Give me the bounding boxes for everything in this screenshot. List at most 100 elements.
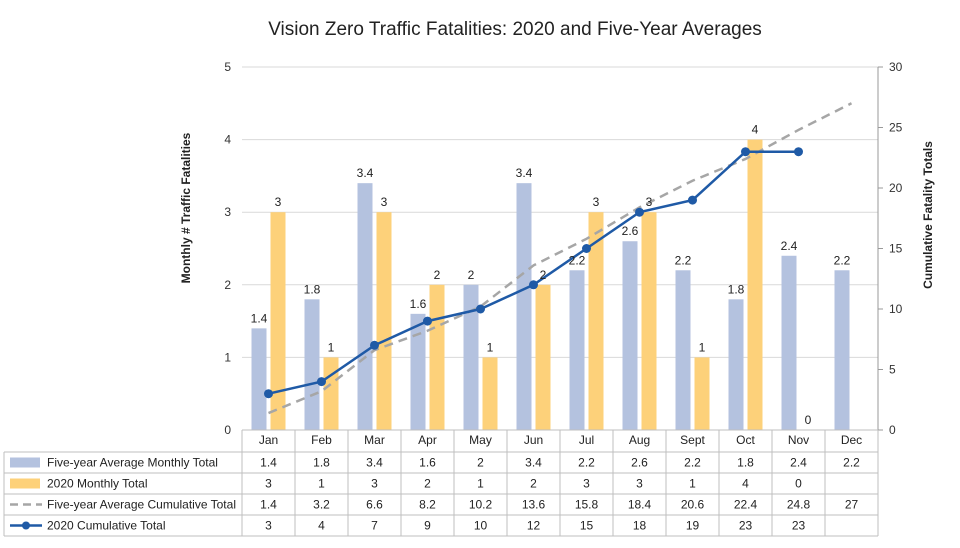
bar	[304, 299, 320, 430]
table-cell: 24.8	[787, 498, 811, 512]
table-cell: 1.8	[737, 456, 754, 470]
table-cell: 18.4	[628, 498, 652, 512]
bar	[781, 255, 797, 430]
table-cell: 3.4	[366, 456, 383, 470]
table-cell: 20.6	[681, 498, 705, 512]
y-tick-label: 5	[224, 60, 231, 74]
chart-title: Vision Zero Traffic Fatalities: 2020 and…	[268, 19, 762, 40]
x-tick-label: Apr	[418, 433, 437, 447]
y2-tick-label: 5	[889, 363, 896, 377]
table-cell: 2	[477, 456, 484, 470]
table-cell: 9	[424, 519, 431, 533]
bar	[641, 212, 657, 430]
x-tick-label: Mar	[364, 433, 385, 447]
legend-label: 2020 Monthly Total	[47, 477, 148, 491]
series-marker	[582, 244, 591, 253]
bar	[622, 241, 638, 430]
bar-data-label: 2	[434, 268, 441, 282]
bar-data-label: 1.6	[410, 297, 427, 311]
legend-swatch-marker	[22, 521, 30, 530]
y2-axis-label: Cumulative Fatality Totals	[921, 141, 935, 289]
table-cell: 1.4	[260, 498, 277, 512]
table-cell: 8.2	[419, 498, 436, 512]
bar	[728, 299, 744, 430]
table-cell: 13.6	[522, 498, 546, 512]
table-cell: 2.2	[684, 456, 701, 470]
bar	[357, 183, 373, 430]
y2-tick-label: 10	[889, 302, 903, 316]
table-cell: 3	[371, 477, 378, 491]
bar	[429, 284, 445, 430]
bar-data-label: 2.2	[675, 253, 692, 267]
bar	[376, 212, 392, 430]
table-cell: 3	[265, 477, 272, 491]
bars	[251, 139, 850, 430]
x-tick-label: Oct	[736, 433, 755, 447]
bar-data-label: 0	[805, 413, 812, 427]
y2-tick-label: 20	[889, 181, 903, 195]
x-tick-label: Aug	[629, 433, 650, 447]
table-cell: 19	[686, 519, 700, 533]
bar	[675, 270, 691, 430]
table-cell: 1	[689, 477, 696, 491]
series-marker	[370, 340, 379, 350]
bar-data-label: 2.6	[622, 224, 639, 238]
x-tick-label: Dec	[841, 433, 862, 447]
table-cell: 2	[424, 477, 431, 491]
table-cell: 1.6	[419, 456, 436, 470]
bar	[569, 270, 585, 430]
table-cell: 3	[636, 477, 643, 491]
bar-data-label: 4	[752, 123, 759, 137]
y-tick-label: 0	[224, 423, 231, 437]
bar-data-label: 3.4	[516, 166, 533, 180]
bar	[251, 328, 267, 430]
x-tick-label: Jul	[579, 433, 594, 447]
x-tick-label: Feb	[311, 433, 332, 447]
legend-label: Five-year Average Monthly Total	[47, 456, 218, 470]
y-tick-label: 3	[224, 205, 231, 219]
bar-data-label: 2	[540, 268, 547, 282]
y2-tick-label: 30	[889, 60, 903, 74]
series-line	[268, 102, 853, 415]
series-marker	[529, 280, 538, 290]
bar	[834, 270, 850, 430]
series-marker	[794, 147, 803, 157]
data-table: Jan Feb Mar Apr May Jun Jul Aug Sept Oct Nov Dec Fiv…	[3, 430, 879, 537]
y2-tick-label: 0	[889, 423, 896, 437]
table-cell: 2	[530, 477, 537, 491]
y2-tick-label: 25	[889, 121, 903, 135]
bar	[463, 284, 479, 430]
bar-data-label: 2	[468, 268, 475, 282]
bar-data-label: 1	[699, 340, 706, 354]
bar	[694, 357, 710, 430]
series-marker	[264, 389, 273, 399]
bar-data-label: 3.4	[357, 166, 374, 180]
bar	[535, 284, 551, 430]
y2-tick-label: 15	[889, 242, 903, 256]
series-marker	[423, 316, 432, 326]
bar-data-label: 1	[487, 340, 494, 354]
table-cell: 2.4	[790, 456, 807, 470]
table-cell: 6.6	[366, 498, 383, 512]
bar	[410, 313, 426, 430]
bar-data-label: 3	[646, 195, 653, 209]
y-tick-label: 1	[224, 350, 231, 364]
table-cell: 10	[474, 519, 488, 533]
legend-swatch	[10, 478, 40, 489]
legend-label: 2020 Cumulative Total	[47, 519, 166, 533]
table-cell: 2.2	[578, 456, 595, 470]
table-cell: 2.6	[631, 456, 648, 470]
y-axis-label: Monthly # Traffic Fatalities	[179, 132, 193, 283]
x-tick-label: Jan	[259, 433, 278, 447]
bar-data-label: 3	[593, 195, 600, 209]
x-tick-label: May	[469, 433, 492, 447]
y-tick-label: 2	[224, 278, 231, 292]
bar-data-label: 3	[381, 195, 388, 209]
bar-data-label: 2.2	[834, 253, 851, 267]
series-marker	[741, 147, 750, 157]
x-tick-label: Jun	[524, 433, 543, 447]
table-cell: 15.8	[575, 498, 599, 512]
table-cell: 4	[318, 519, 325, 533]
bar	[270, 212, 286, 430]
